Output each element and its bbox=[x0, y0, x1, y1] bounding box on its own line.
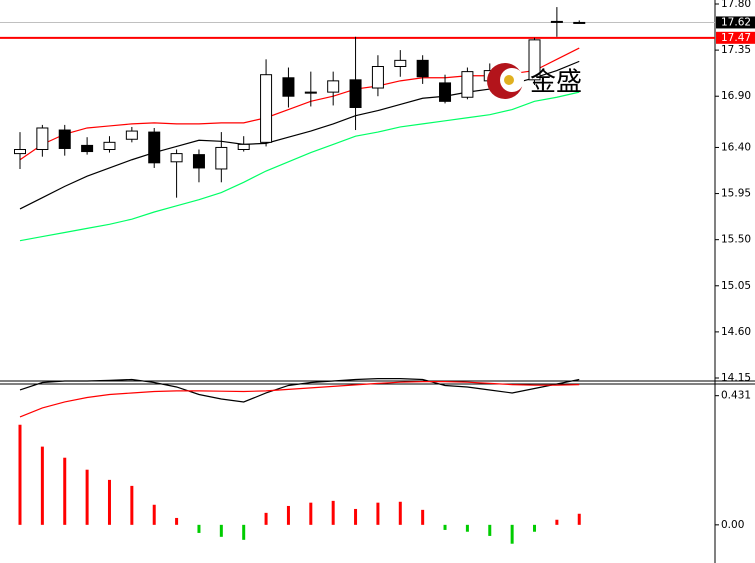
candle-body bbox=[528, 39, 541, 81]
candle-body bbox=[58, 129, 71, 149]
histogram-bar bbox=[443, 524, 447, 530]
histogram-bar bbox=[85, 469, 89, 525]
histogram-bar bbox=[309, 502, 313, 525]
histogram-bar bbox=[488, 524, 492, 536]
histogram-bar bbox=[555, 519, 559, 525]
histogram-bar bbox=[286, 505, 290, 525]
y-tick-label: 17.35 bbox=[721, 44, 751, 56]
histogram-bar bbox=[533, 524, 537, 532]
price-label-bg bbox=[716, 16, 755, 29]
logo-icon bbox=[504, 75, 514, 85]
line-series bbox=[19, 60, 580, 210]
histogram-bar bbox=[219, 524, 223, 537]
candle-body bbox=[170, 153, 183, 163]
candle-body bbox=[36, 127, 49, 151]
candle-body bbox=[282, 77, 295, 97]
y-tick-label: 15.50 bbox=[721, 234, 751, 246]
y-tick-label: 16.40 bbox=[721, 141, 751, 153]
histogram-bar bbox=[242, 524, 246, 540]
y-tick-label: 14.15 bbox=[721, 372, 751, 384]
histogram-bar bbox=[175, 517, 179, 525]
candle-body bbox=[304, 91, 317, 94]
candle-body bbox=[371, 66, 384, 89]
histogram-bar bbox=[40, 446, 44, 525]
candle-body bbox=[192, 154, 205, 169]
histogram-bar bbox=[107, 479, 111, 525]
y-tick-label: 0.00 bbox=[721, 519, 744, 531]
candle-body bbox=[215, 146, 228, 170]
histogram-bar bbox=[197, 524, 201, 533]
candle-body bbox=[439, 82, 452, 102]
histogram-bar bbox=[63, 457, 67, 525]
candle-body bbox=[81, 144, 94, 153]
histogram-bar bbox=[510, 524, 514, 544]
y-tick-label: 15.95 bbox=[721, 188, 751, 200]
line-series bbox=[19, 380, 580, 418]
y-tick-label: 17.80 bbox=[721, 0, 751, 10]
histogram-bar bbox=[152, 504, 156, 525]
hline-label: 17.47 bbox=[721, 32, 751, 44]
line-series bbox=[19, 377, 580, 403]
histogram-bar bbox=[264, 512, 268, 525]
candle-body bbox=[416, 59, 429, 78]
candle-body bbox=[461, 71, 474, 98]
histogram-bar bbox=[398, 501, 402, 525]
histogram-bar bbox=[376, 502, 380, 525]
candle-body bbox=[394, 59, 407, 68]
logo: 金盛 bbox=[487, 63, 582, 99]
candle-body bbox=[349, 79, 362, 108]
histogram-bar bbox=[130, 485, 134, 525]
candle-body bbox=[148, 131, 161, 164]
y-tick-label: 0.431 bbox=[721, 390, 751, 402]
candle-body bbox=[237, 143, 250, 151]
candle-body bbox=[573, 21, 586, 24]
watermark: 金盛 bbox=[530, 68, 582, 98]
candle-body bbox=[550, 20, 563, 23]
candle-body bbox=[125, 130, 138, 140]
histogram-bar bbox=[331, 500, 335, 525]
line-series bbox=[19, 91, 580, 242]
histogram-bar bbox=[354, 508, 358, 525]
candle-body bbox=[14, 149, 26, 155]
candle-body bbox=[260, 74, 273, 143]
candle-body bbox=[103, 141, 116, 151]
histogram-bar bbox=[577, 513, 581, 525]
y-tick-label: 16.90 bbox=[721, 90, 751, 102]
y-tick-label: 15.05 bbox=[721, 280, 751, 292]
histogram-bar bbox=[465, 524, 469, 532]
y-tick-label: 14.60 bbox=[721, 326, 751, 338]
current-price-label: 17.62 bbox=[721, 16, 751, 28]
price-label-bg bbox=[716, 31, 755, 44]
candle-body bbox=[327, 80, 340, 93]
histogram-bar bbox=[18, 424, 22, 525]
histogram-bar bbox=[421, 509, 425, 525]
